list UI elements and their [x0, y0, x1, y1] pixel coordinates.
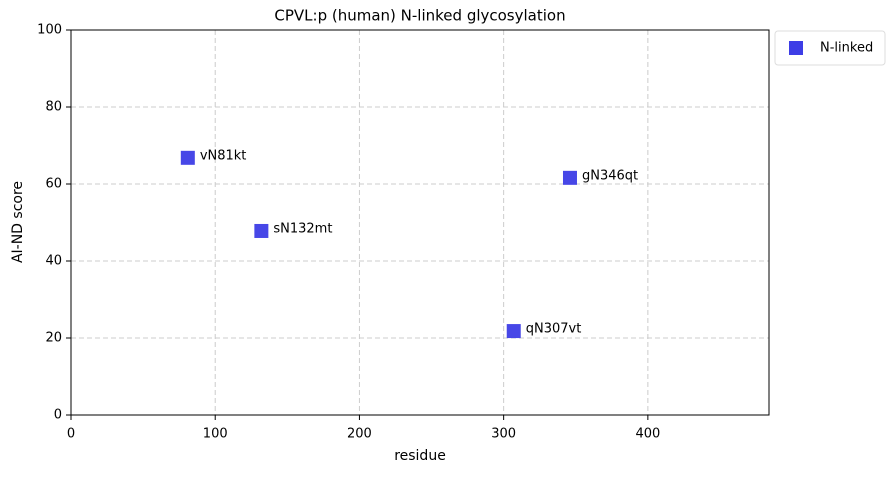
x-tick-label: 0 — [67, 427, 75, 442]
point — [562, 170, 577, 185]
x-tick-label: 300 — [491, 427, 516, 442]
point — [180, 150, 195, 165]
legend-box — [774, 30, 886, 66]
chart-title: CPVL:p (human) N-linked glycosylation — [274, 7, 565, 25]
y-axis-label: AI-ND score — [10, 181, 26, 263]
legend-marker — [789, 41, 803, 55]
legend-label: N-linked — [820, 41, 873, 56]
point-label: sN132mt — [273, 221, 332, 236]
x-tick-label: 100 — [203, 427, 228, 442]
x-tick-label: 400 — [635, 427, 660, 442]
point — [506, 324, 521, 339]
point-label: gN346qt — [582, 168, 638, 183]
y-tick-label: 20 — [45, 331, 62, 346]
point — [254, 223, 269, 238]
y-tick-label: 40 — [45, 254, 62, 269]
x-tick-label: 200 — [347, 427, 372, 442]
y-tick-label: 0 — [54, 408, 62, 423]
y-tick-label: 80 — [45, 100, 62, 115]
y-tick-label: 100 — [37, 23, 62, 38]
point-label: vN81kt — [200, 148, 247, 163]
x-axis-label: residue — [394, 448, 446, 464]
plot-frame — [70, 29, 770, 416]
y-tick-label: 60 — [45, 177, 62, 192]
point-label: qN307vt — [526, 322, 582, 337]
